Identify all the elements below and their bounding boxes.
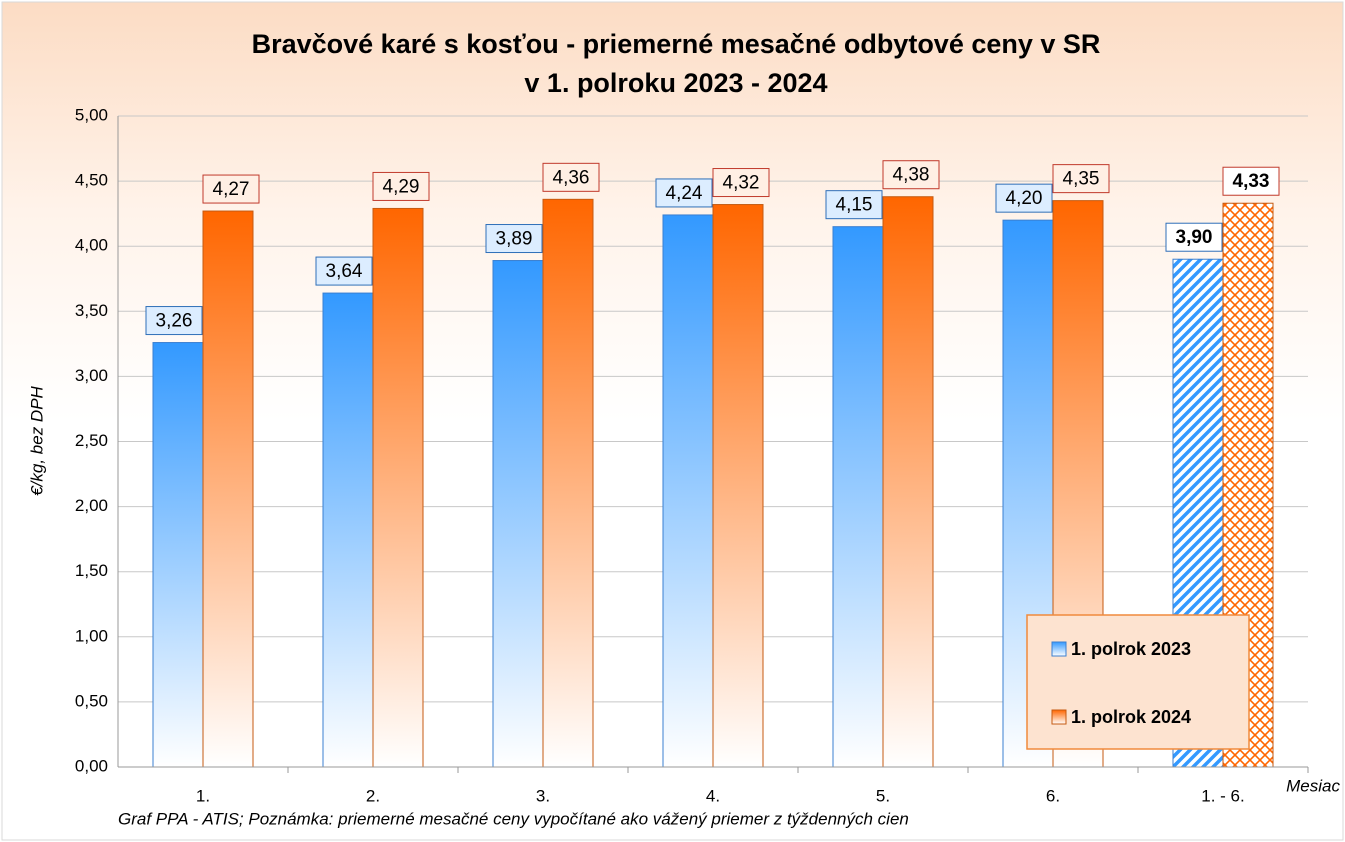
value-label: 3,90 [1176, 227, 1213, 248]
value-label: 4,15 [836, 195, 873, 216]
value-label-box [372, 171, 430, 201]
bar [542, 198, 594, 768]
value-label-box [315, 256, 373, 286]
x-tick-label: 2. [366, 786, 380, 805]
x-tick-label: 1. - 6. [1201, 786, 1244, 805]
value-label-box [542, 162, 600, 192]
y-tick-label: 1,50 [75, 561, 108, 580]
y-tick-label: 2,50 [75, 431, 108, 450]
value-label: 4,24 [666, 183, 703, 204]
y-tick-label: 0,00 [75, 756, 108, 775]
x-tick-label: 1. [196, 786, 210, 805]
value-label: 4,20 [1006, 188, 1043, 209]
value-label-box [825, 190, 883, 220]
legend-label: 1. polrok 2024 [1071, 707, 1191, 727]
y-tick-label: 2,00 [75, 496, 108, 515]
chart-note: Graf PPA - ATIS; Poznámka: priemerné mes… [118, 809, 909, 828]
bar [322, 292, 374, 768]
value-label: 4,27 [213, 179, 250, 200]
y-tick-label: 4,00 [75, 236, 108, 255]
value-label: 3,89 [496, 229, 533, 250]
x-tick-label: 5. [876, 786, 890, 805]
value-label-box [882, 160, 940, 190]
y-tick-label: 3,50 [75, 301, 108, 320]
value-label: 4,38 [893, 165, 930, 186]
value-label: 4,32 [723, 173, 760, 194]
y-axis-label: €/kg, bez DPH [27, 385, 46, 495]
value-label: 3,26 [156, 311, 193, 332]
y-tick-label: 3,00 [75, 366, 108, 385]
chart-subtitle: v 1. polroku 2023 - 2024 [524, 68, 827, 98]
value-label-box [485, 224, 543, 254]
value-label: 4,35 [1063, 169, 1100, 190]
value-label-box [1052, 164, 1110, 194]
value-label-box [202, 174, 260, 204]
bar [492, 260, 544, 768]
x-axis-label: Mesiac [1286, 776, 1340, 795]
y-tick-label: 1,00 [75, 626, 108, 645]
value-label: 4,33 [1233, 171, 1270, 192]
bar [832, 226, 884, 768]
y-tick-label: 0,50 [75, 691, 108, 710]
value-label-box [655, 178, 713, 208]
bar [882, 196, 934, 768]
bar [372, 207, 424, 768]
value-label-box [995, 183, 1053, 213]
bar [152, 342, 204, 768]
bar [202, 210, 254, 768]
chart-title: Bravčové karé s kosťou - priemerné mesač… [252, 29, 1101, 59]
value-label-box [145, 306, 203, 336]
value-label: 4,29 [383, 176, 420, 197]
value-label-box [712, 168, 770, 198]
value-label-box [1222, 166, 1280, 196]
legend-swatch [1051, 709, 1067, 725]
x-tick-label: 6. [1046, 786, 1060, 805]
x-tick-label: 4. [706, 786, 720, 805]
value-label: 4,36 [553, 167, 590, 188]
bar [662, 214, 714, 768]
legend-swatch [1051, 641, 1067, 657]
legend-label: 1. polrok 2023 [1071, 639, 1191, 659]
value-label: 3,64 [326, 261, 363, 282]
bar [712, 204, 764, 768]
x-tick-label: 3. [536, 786, 550, 805]
y-tick-label: 5,00 [75, 105, 108, 124]
legend-box [1026, 614, 1250, 750]
value-label-box [1165, 222, 1223, 252]
y-tick-label: 4,50 [75, 171, 108, 190]
